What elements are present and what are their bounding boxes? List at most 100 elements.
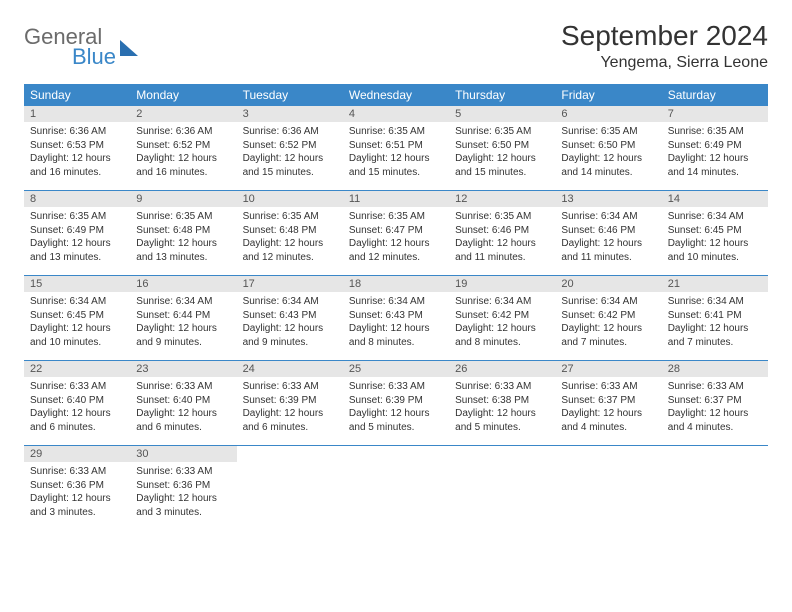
day-number: 25 bbox=[343, 361, 449, 377]
sunrise: Sunrise: 6:33 AM bbox=[30, 465, 124, 479]
sunset: Sunset: 6:43 PM bbox=[243, 309, 337, 323]
sunrise: Sunrise: 6:34 AM bbox=[561, 295, 655, 309]
day-body: Sunrise: 6:33 AMSunset: 6:36 PMDaylight:… bbox=[24, 462, 130, 525]
daylight-line1: Daylight: 12 hours bbox=[561, 407, 655, 421]
daylight-line1: Daylight: 12 hours bbox=[349, 237, 443, 251]
day-number: 3 bbox=[237, 106, 343, 122]
day-cell: 16Sunrise: 6:34 AMSunset: 6:44 PMDayligh… bbox=[130, 276, 236, 360]
day-cell: 23Sunrise: 6:33 AMSunset: 6:40 PMDayligh… bbox=[130, 361, 236, 445]
sunset: Sunset: 6:50 PM bbox=[561, 139, 655, 153]
daylight-line1: Daylight: 12 hours bbox=[243, 152, 337, 166]
sunrise: Sunrise: 6:35 AM bbox=[455, 210, 549, 224]
sunrise: Sunrise: 6:36 AM bbox=[243, 125, 337, 139]
day-body: Sunrise: 6:34 AMSunset: 6:43 PMDaylight:… bbox=[343, 292, 449, 355]
day-number: 27 bbox=[555, 361, 661, 377]
sunset: Sunset: 6:41 PM bbox=[668, 309, 762, 323]
daylight-line2: and 12 minutes. bbox=[349, 251, 443, 265]
daylight-line1: Daylight: 12 hours bbox=[455, 237, 549, 251]
daylight-line2: and 11 minutes. bbox=[455, 251, 549, 265]
day-cell: 2Sunrise: 6:36 AMSunset: 6:52 PMDaylight… bbox=[130, 106, 236, 190]
daylight-line2: and 8 minutes. bbox=[349, 336, 443, 350]
daylight-line1: Daylight: 12 hours bbox=[561, 237, 655, 251]
day-cell: 24Sunrise: 6:33 AMSunset: 6:39 PMDayligh… bbox=[237, 361, 343, 445]
day-cell: 14Sunrise: 6:34 AMSunset: 6:45 PMDayligh… bbox=[662, 191, 768, 275]
daylight-line1: Daylight: 12 hours bbox=[136, 152, 230, 166]
daylight-line1: Daylight: 12 hours bbox=[668, 407, 762, 421]
daylight-line1: Daylight: 12 hours bbox=[243, 407, 337, 421]
day-cell: 28Sunrise: 6:33 AMSunset: 6:37 PMDayligh… bbox=[662, 361, 768, 445]
sunrise: Sunrise: 6:34 AM bbox=[136, 295, 230, 309]
day-number: 23 bbox=[130, 361, 236, 377]
daylight-line2: and 8 minutes. bbox=[455, 336, 549, 350]
logo-line2: Blue bbox=[72, 46, 116, 68]
sunset: Sunset: 6:48 PM bbox=[243, 224, 337, 238]
day-number: 12 bbox=[449, 191, 555, 207]
day-body: Sunrise: 6:35 AMSunset: 6:49 PMDaylight:… bbox=[662, 122, 768, 185]
day-body: Sunrise: 6:35 AMSunset: 6:48 PMDaylight:… bbox=[237, 207, 343, 270]
daylight-line2: and 10 minutes. bbox=[30, 336, 124, 350]
daylight-line1: Daylight: 12 hours bbox=[30, 322, 124, 336]
day-cell: 21Sunrise: 6:34 AMSunset: 6:41 PMDayligh… bbox=[662, 276, 768, 360]
day-number: 30 bbox=[130, 446, 236, 462]
day-number: 29 bbox=[24, 446, 130, 462]
day-body: Sunrise: 6:34 AMSunset: 6:44 PMDaylight:… bbox=[130, 292, 236, 355]
sunrise: Sunrise: 6:35 AM bbox=[243, 210, 337, 224]
daylight-line2: and 14 minutes. bbox=[561, 166, 655, 180]
day-number: 20 bbox=[555, 276, 661, 292]
sunset: Sunset: 6:50 PM bbox=[455, 139, 549, 153]
day-number: 16 bbox=[130, 276, 236, 292]
day-number: 14 bbox=[662, 191, 768, 207]
calendar-week: 22Sunrise: 6:33 AMSunset: 6:40 PMDayligh… bbox=[24, 360, 768, 445]
sunset: Sunset: 6:37 PM bbox=[561, 394, 655, 408]
day-cell: 26Sunrise: 6:33 AMSunset: 6:38 PMDayligh… bbox=[449, 361, 555, 445]
day-cell: 15Sunrise: 6:34 AMSunset: 6:45 PMDayligh… bbox=[24, 276, 130, 360]
sunrise: Sunrise: 6:34 AM bbox=[243, 295, 337, 309]
daylight-line2: and 9 minutes. bbox=[243, 336, 337, 350]
day-cell: 20Sunrise: 6:34 AMSunset: 6:42 PMDayligh… bbox=[555, 276, 661, 360]
daylight-line2: and 13 minutes. bbox=[30, 251, 124, 265]
day-body: Sunrise: 6:34 AMSunset: 6:46 PMDaylight:… bbox=[555, 207, 661, 270]
sunset: Sunset: 6:37 PM bbox=[668, 394, 762, 408]
daylight-line2: and 10 minutes. bbox=[668, 251, 762, 265]
daylight-line1: Daylight: 12 hours bbox=[243, 237, 337, 251]
daylight-line1: Daylight: 12 hours bbox=[668, 152, 762, 166]
day-cell: 5Sunrise: 6:35 AMSunset: 6:50 PMDaylight… bbox=[449, 106, 555, 190]
day-number: 5 bbox=[449, 106, 555, 122]
day-body: Sunrise: 6:36 AMSunset: 6:53 PMDaylight:… bbox=[24, 122, 130, 185]
daylight-line1: Daylight: 12 hours bbox=[30, 492, 124, 506]
sunset: Sunset: 6:52 PM bbox=[136, 139, 230, 153]
day-cell-empty bbox=[662, 446, 768, 530]
sunset: Sunset: 6:42 PM bbox=[561, 309, 655, 323]
sunset: Sunset: 6:46 PM bbox=[561, 224, 655, 238]
sunrise: Sunrise: 6:34 AM bbox=[30, 295, 124, 309]
sunrise: Sunrise: 6:34 AM bbox=[455, 295, 549, 309]
weekday-fri: Friday bbox=[555, 84, 661, 106]
day-body: Sunrise: 6:36 AMSunset: 6:52 PMDaylight:… bbox=[130, 122, 236, 185]
daylight-line1: Daylight: 12 hours bbox=[30, 237, 124, 251]
sunset: Sunset: 6:47 PM bbox=[349, 224, 443, 238]
weekday-sun: Sunday bbox=[24, 84, 130, 106]
day-body: Sunrise: 6:35 AMSunset: 6:48 PMDaylight:… bbox=[130, 207, 236, 270]
daylight-line2: and 4 minutes. bbox=[561, 421, 655, 435]
day-number: 22 bbox=[24, 361, 130, 377]
day-number: 19 bbox=[449, 276, 555, 292]
day-cell-empty bbox=[449, 446, 555, 530]
day-number: 7 bbox=[662, 106, 768, 122]
day-number: 18 bbox=[343, 276, 449, 292]
sunset: Sunset: 6:39 PM bbox=[349, 394, 443, 408]
sunset: Sunset: 6:48 PM bbox=[136, 224, 230, 238]
weekday-tue: Tuesday bbox=[237, 84, 343, 106]
day-body: Sunrise: 6:33 AMSunset: 6:37 PMDaylight:… bbox=[555, 377, 661, 440]
daylight-line1: Daylight: 12 hours bbox=[455, 152, 549, 166]
daylight-line1: Daylight: 12 hours bbox=[455, 407, 549, 421]
sunrise: Sunrise: 6:33 AM bbox=[561, 380, 655, 394]
sunrise: Sunrise: 6:33 AM bbox=[136, 380, 230, 394]
calendar-week: 29Sunrise: 6:33 AMSunset: 6:36 PMDayligh… bbox=[24, 445, 768, 530]
day-number: 1 bbox=[24, 106, 130, 122]
daylight-line1: Daylight: 12 hours bbox=[349, 322, 443, 336]
sunrise: Sunrise: 6:33 AM bbox=[455, 380, 549, 394]
sunrise: Sunrise: 6:34 AM bbox=[349, 295, 443, 309]
day-body: Sunrise: 6:34 AMSunset: 6:42 PMDaylight:… bbox=[449, 292, 555, 355]
daylight-line2: and 15 minutes. bbox=[349, 166, 443, 180]
daylight-line1: Daylight: 12 hours bbox=[30, 152, 124, 166]
